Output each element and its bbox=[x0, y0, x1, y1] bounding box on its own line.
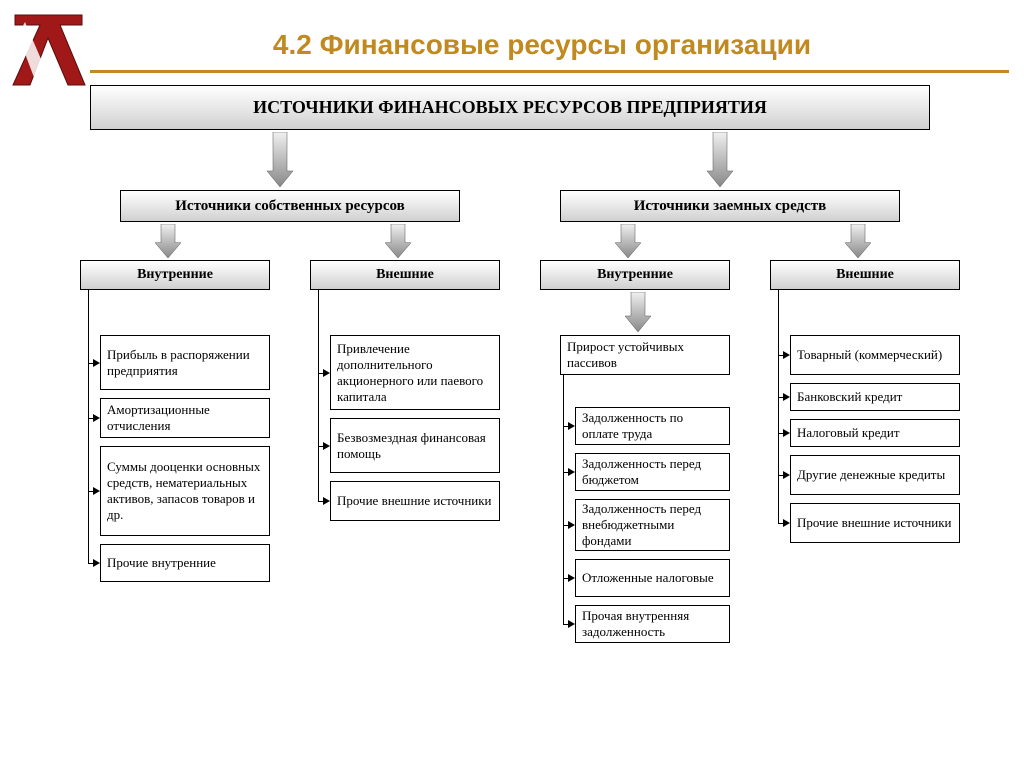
leaf-own-int-0: Прибыль в распоряжении предприятия bbox=[100, 335, 270, 390]
leaf-loan-ext-4: Прочие внешние источники bbox=[790, 503, 960, 543]
level3-loan-int: Внутренние bbox=[540, 260, 730, 290]
arrow-right-icon bbox=[93, 359, 100, 367]
leaf-loan-ext-3: Другие денежные кредиты bbox=[790, 455, 960, 495]
leaf-loan-int-1: Задолженность перед бюджетом bbox=[575, 453, 730, 491]
leaf-own-int-1: Амортизационные отчисления bbox=[100, 398, 270, 438]
arrow-right-icon bbox=[93, 559, 100, 567]
leaf-loan-int-3: Отложенные налоговые bbox=[575, 559, 730, 597]
leaf-own-ext-2: Прочие внешние источники bbox=[330, 481, 500, 521]
level3-loan-ext: Внешние bbox=[770, 260, 960, 290]
arrow-right-icon bbox=[93, 414, 100, 422]
level2-own: Источники собственных ресурсов bbox=[120, 190, 460, 222]
connector-line bbox=[318, 290, 319, 501]
arrow-right-icon bbox=[568, 521, 575, 529]
arrow-right-icon bbox=[783, 393, 790, 401]
diagram-canvas: ИСТОЧНИКИ ФИНАНСОВЫХ РЕСУРСОВ ПРЕДПРИЯТИ… bbox=[40, 85, 984, 748]
arrow-right-icon bbox=[783, 351, 790, 359]
level2-loan: Источники заемных средств bbox=[560, 190, 900, 222]
arrow-down-icon bbox=[267, 132, 293, 187]
leaf-own-ext-0: Привлечение дополнительного акционерного… bbox=[330, 335, 500, 410]
leaf-loan-int-0: Задолженность по оплате труда bbox=[575, 407, 730, 445]
arrow-right-icon bbox=[783, 519, 790, 527]
arrow-down-icon bbox=[845, 224, 871, 258]
connector-line bbox=[563, 375, 564, 624]
title-underline bbox=[90, 70, 1009, 73]
arrow-right-icon bbox=[323, 497, 330, 505]
connector-line bbox=[778, 290, 779, 523]
arrow-right-icon bbox=[323, 369, 330, 377]
arrow-right-icon bbox=[323, 442, 330, 450]
arrow-down-icon bbox=[707, 132, 733, 187]
arrow-right-icon bbox=[783, 429, 790, 437]
arrow-down-icon bbox=[155, 224, 181, 258]
leaf-own-int-2: Суммы дооценки основных средств, нематер… bbox=[100, 446, 270, 536]
page-title: 4.2 Финансовые ресурсы организации bbox=[273, 29, 811, 61]
arrow-right-icon bbox=[568, 574, 575, 582]
arrow-right-icon bbox=[783, 471, 790, 479]
title-bar: 4.2 Финансовые ресурсы организации bbox=[80, 20, 1004, 70]
leaf-loan-ext-1: Банковский кредит bbox=[790, 383, 960, 411]
leaf-loan-ext-2: Налоговый кредит bbox=[790, 419, 960, 447]
logo bbox=[10, 10, 90, 90]
leaf-own-int-3: Прочие внутренние bbox=[100, 544, 270, 582]
arrow-right-icon bbox=[568, 422, 575, 430]
arrow-right-icon bbox=[568, 468, 575, 476]
leaf-own-ext-1: Безвозмездная финансовая помощь bbox=[330, 418, 500, 473]
root-box: ИСТОЧНИКИ ФИНАНСОВЫХ РЕСУРСОВ ПРЕДПРИЯТИ… bbox=[90, 85, 930, 130]
level3-own-ext: Внешние bbox=[310, 260, 500, 290]
connector-line bbox=[88, 290, 89, 563]
arrow-down-icon bbox=[625, 292, 651, 332]
leaf-loan-int-head: Прирост устойчивых пассивов bbox=[560, 335, 730, 375]
leaf-loan-int-2: Задолженность перед внебюджетными фондам… bbox=[575, 499, 730, 551]
arrow-down-icon bbox=[385, 224, 411, 258]
leaf-loan-ext-0: Товарный (коммерческий) bbox=[790, 335, 960, 375]
arrow-right-icon bbox=[93, 487, 100, 495]
level3-own-int: Внутренние bbox=[80, 260, 270, 290]
leaf-loan-int-4: Прочая внутренняя задолженность bbox=[575, 605, 730, 643]
arrow-right-icon bbox=[568, 620, 575, 628]
arrow-down-icon bbox=[615, 224, 641, 258]
